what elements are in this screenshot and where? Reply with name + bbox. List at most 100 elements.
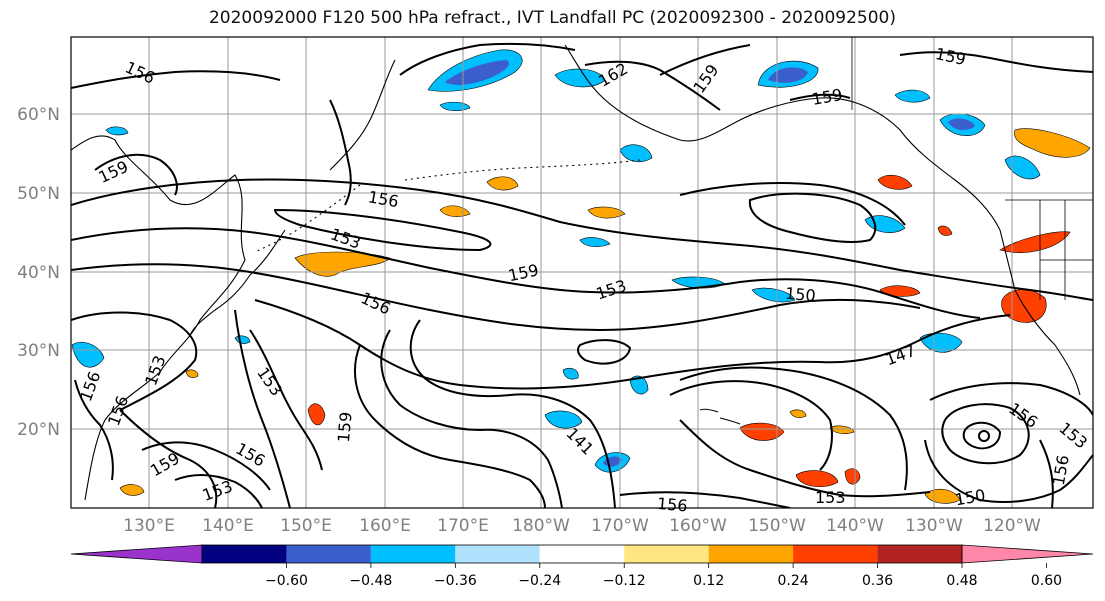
contour-line (789, 93, 851, 101)
colorbar-tick-label: 0.36 (862, 573, 893, 589)
patch-warm (829, 425, 855, 434)
contour-line (659, 44, 751, 76)
patch-warm (795, 470, 839, 488)
latitude-labels: 60°N 50°N 40°N 30°N 20°N (17, 105, 60, 440)
contour-label: 159 (334, 411, 356, 443)
coastline-kamchatka (329, 59, 396, 171)
colorbar-bin (624, 545, 709, 563)
latitude-label: 30°N (17, 341, 60, 361)
latitude-label: 20°N (17, 420, 60, 440)
patch-blue (579, 237, 611, 247)
patch-warm (999, 231, 1071, 253)
contour-line (576, 339, 632, 365)
contour-label: 150 (784, 284, 816, 306)
patch-blue (105, 126, 129, 136)
graticule (71, 37, 1093, 508)
patch-blue-core (948, 118, 975, 131)
contour-line (119, 409, 218, 508)
contour-line (669, 380, 833, 471)
contour-line (249, 329, 323, 471)
patch-blue (562, 367, 579, 380)
patch-warm (185, 369, 199, 378)
colorbar-bin (539, 545, 625, 563)
colorbar-bin (877, 545, 962, 563)
negative-patches (71, 49, 1041, 473)
contour-line (679, 182, 906, 226)
colorbar-extend-high (961, 544, 1094, 564)
contour-line (584, 60, 721, 111)
colorbar-tick-label: −0.24 (518, 573, 561, 589)
colorbar-outline (201, 544, 963, 564)
contour-line (962, 421, 1002, 450)
coastline-asia (71, 135, 246, 501)
colorbar-tick-label: −0.48 (349, 573, 392, 589)
colorbar: −0.60 −0.48 −0.36 −0.24 −0.12 0.12 0.24 0.36 0.4… (70, 544, 1094, 589)
contour-line (71, 263, 921, 332)
patch-blue (1004, 155, 1041, 180)
patch-warm (1014, 128, 1091, 158)
contour-line (679, 366, 908, 491)
patch-warm (587, 206, 626, 219)
coastline-alaska (564, 44, 1001, 231)
colorbar-bin (455, 545, 540, 563)
patch-warm (739, 422, 785, 441)
shading-layer (71, 49, 1091, 504)
contour-label: 156 (656, 494, 688, 516)
colorbar-tick-label: 0.12 (693, 573, 724, 589)
contour-line (380, 329, 563, 508)
patch-blue (554, 68, 606, 88)
contour-line (399, 42, 576, 76)
colorbar-bin (202, 545, 287, 563)
patch-warm (877, 174, 913, 190)
longitude-label: 120°W (983, 516, 1041, 536)
contour-line (748, 192, 877, 243)
contour-line (273, 208, 492, 252)
contour-line (941, 403, 1030, 465)
contours (71, 42, 1093, 508)
contour-line (329, 99, 352, 206)
colorbar-tick-label: 0.60 (1031, 573, 1062, 589)
longitude-label: 170°W (591, 516, 649, 536)
colorbar-tick-label: −0.36 (434, 573, 477, 589)
coastline-japan (189, 229, 286, 336)
colorbar-extend-low (70, 544, 203, 564)
contour-line (74, 379, 114, 481)
contour-line (899, 51, 1093, 73)
contour-line (924, 439, 1093, 503)
colorbar-bin (286, 545, 371, 563)
border-line (1039, 200, 1093, 300)
longitude-label: 130°E (123, 516, 175, 536)
contour-line (619, 491, 791, 508)
colorbar-tick-label: 0.48 (946, 573, 977, 589)
latitude-label: 60°N (17, 105, 60, 125)
colorbar-tick-label: −0.60 (265, 573, 308, 589)
longitude-label: 160°W (669, 516, 727, 536)
colorbar-bin (708, 545, 794, 563)
coastlines (71, 44, 1081, 501)
contour-line (94, 153, 178, 196)
map-title: 2020092000 F120 500 hPa refract., IVT La… (208, 8, 896, 28)
patch-warm (486, 176, 519, 191)
patch-blue (71, 341, 105, 368)
contour-line (679, 419, 931, 498)
contour-line (234, 309, 291, 508)
contour-line (409, 319, 616, 508)
longitude-label: 150°W (748, 516, 806, 536)
longitude-label: 180°W (512, 516, 570, 536)
contour-line (71, 178, 1093, 301)
patch-blue (629, 375, 649, 395)
contour-line (1039, 439, 1054, 508)
latitude-label: 40°N (17, 263, 60, 283)
coastline-north-america (999, 229, 1081, 396)
contour-line (141, 441, 271, 491)
coastline-aleutians (404, 159, 641, 181)
colorbar-bin (793, 545, 878, 563)
patch-warm (294, 251, 391, 277)
patch-warm (789, 409, 807, 418)
map-frame (70, 36, 1094, 509)
contour-line (354, 344, 546, 508)
contour-line (71, 311, 198, 411)
colorbar-tick-label: −0.12 (603, 573, 646, 589)
longitude-labels: 130°E 140°E 150°E 160°E 170°E 180°W 170°… (123, 516, 1041, 536)
